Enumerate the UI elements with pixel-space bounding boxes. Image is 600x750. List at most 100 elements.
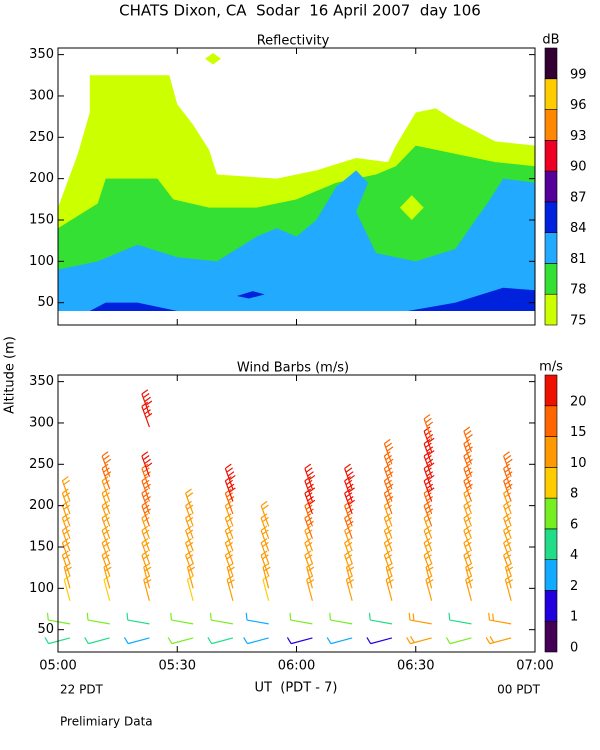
wind-barb	[141, 550, 150, 577]
wind-barb	[383, 488, 394, 515]
wind-barb	[101, 488, 111, 515]
wind-barb	[141, 476, 151, 502]
wind-barb	[304, 488, 316, 515]
wind-barb	[260, 500, 270, 527]
wind-barb	[485, 636, 512, 645]
wind-barb	[383, 451, 394, 477]
wind-barb	[61, 525, 71, 552]
y-tick-label: 200	[29, 171, 54, 186]
colorbar-tick-label: 84	[570, 221, 587, 236]
wind-barb	[44, 637, 71, 645]
wind-barb	[143, 562, 152, 589]
x-tick-label: 06:30	[397, 659, 434, 674]
colorbar-tick-label: 20	[570, 394, 587, 409]
wind-barb	[243, 637, 269, 645]
wind-barb	[344, 488, 355, 515]
colorbar-box	[544, 528, 558, 560]
wind-barb	[224, 476, 236, 502]
wind-barb	[224, 513, 234, 539]
colorbar-box	[544, 620, 558, 653]
colorbar-box	[544, 78, 558, 110]
wind-barb	[408, 612, 432, 625]
panel-title: Wind Barbs (m/s)	[237, 361, 349, 376]
colorbar-box	[544, 47, 558, 80]
wind-barb	[86, 612, 110, 625]
wind-barb	[101, 525, 111, 552]
wind-barb	[286, 637, 313, 645]
wind-barb	[260, 525, 270, 552]
wind-barb	[463, 550, 472, 577]
wind-barb	[61, 513, 71, 539]
colorbar-box	[544, 467, 558, 499]
wind-barb	[141, 538, 150, 564]
wind-barb	[366, 637, 393, 645]
wind-barb	[503, 550, 512, 577]
wind-barb	[488, 612, 512, 625]
wind-barb	[504, 562, 514, 589]
wind-barb	[344, 538, 353, 564]
wind-barb	[423, 513, 433, 539]
wind-barb	[224, 525, 234, 552]
y-tick-label: 150	[29, 539, 54, 554]
wind-barb	[423, 550, 433, 577]
x-note: 22 PDT	[60, 683, 104, 697]
x-tick-label: 06:00	[278, 659, 315, 674]
colorbar-tick-label: 96	[570, 98, 587, 113]
wind-barb	[423, 463, 435, 490]
wind-barb	[425, 562, 434, 589]
contour-region	[89, 302, 178, 311]
contour-region	[407, 287, 535, 311]
wind-barb	[101, 463, 112, 490]
colorbar-box	[544, 436, 558, 468]
wind-barb	[503, 451, 513, 477]
contour-region	[236, 291, 265, 299]
wind-barb	[423, 476, 435, 502]
y-tick-label: 150	[29, 212, 54, 227]
colorbar-tick-label: 2	[570, 579, 578, 594]
wind-barb	[503, 513, 512, 539]
x-tick-label: 05:30	[159, 659, 196, 674]
wind-barb	[226, 562, 235, 589]
wind-barb	[209, 612, 234, 625]
wind-barb	[383, 550, 393, 577]
wind-barb	[141, 525, 150, 552]
wind-barb	[224, 463, 236, 490]
wind-barb	[423, 525, 433, 552]
colorbar-box	[544, 201, 558, 233]
wind-barb	[423, 451, 435, 477]
wind-barb	[185, 550, 194, 577]
wind-barb	[383, 513, 393, 539]
y-tick-label: 350	[29, 47, 54, 62]
y-axis-label: Altitude (m)	[3, 336, 18, 414]
colorbar-box	[544, 293, 558, 326]
colorbar-label: m/s	[539, 360, 563, 375]
wind-barb	[344, 525, 353, 552]
wind-barb	[463, 451, 473, 477]
wind-barb	[170, 612, 194, 625]
colorbar-tick-label: 4	[570, 548, 578, 563]
wind-barb	[329, 612, 353, 625]
wind-barb	[448, 612, 472, 625]
wind-barb	[141, 401, 153, 428]
colorbar-tick-label: 15	[570, 425, 587, 440]
wind-barb	[101, 476, 111, 502]
x-tick-label: 05:00	[39, 659, 76, 674]
wind-barb	[503, 500, 512, 527]
wind-barb	[185, 488, 194, 515]
colorbar-tick-label: 81	[570, 252, 587, 267]
colorbar-box	[544, 405, 558, 437]
wind-barb	[103, 562, 112, 589]
wind-barb	[61, 538, 71, 564]
wind-barb	[368, 612, 393, 625]
x-axis-label: UT (PDT - 7)	[255, 681, 338, 696]
wind-barb	[289, 612, 313, 625]
wind-barb	[207, 637, 234, 645]
wind-barb	[503, 488, 512, 515]
wind-barb	[503, 538, 512, 564]
wind-barb	[383, 525, 393, 552]
wind-barb	[326, 637, 353, 645]
y-tick-label: 250	[29, 457, 54, 472]
wind-barb	[101, 538, 111, 564]
colorbar-label: dB	[542, 33, 559, 48]
